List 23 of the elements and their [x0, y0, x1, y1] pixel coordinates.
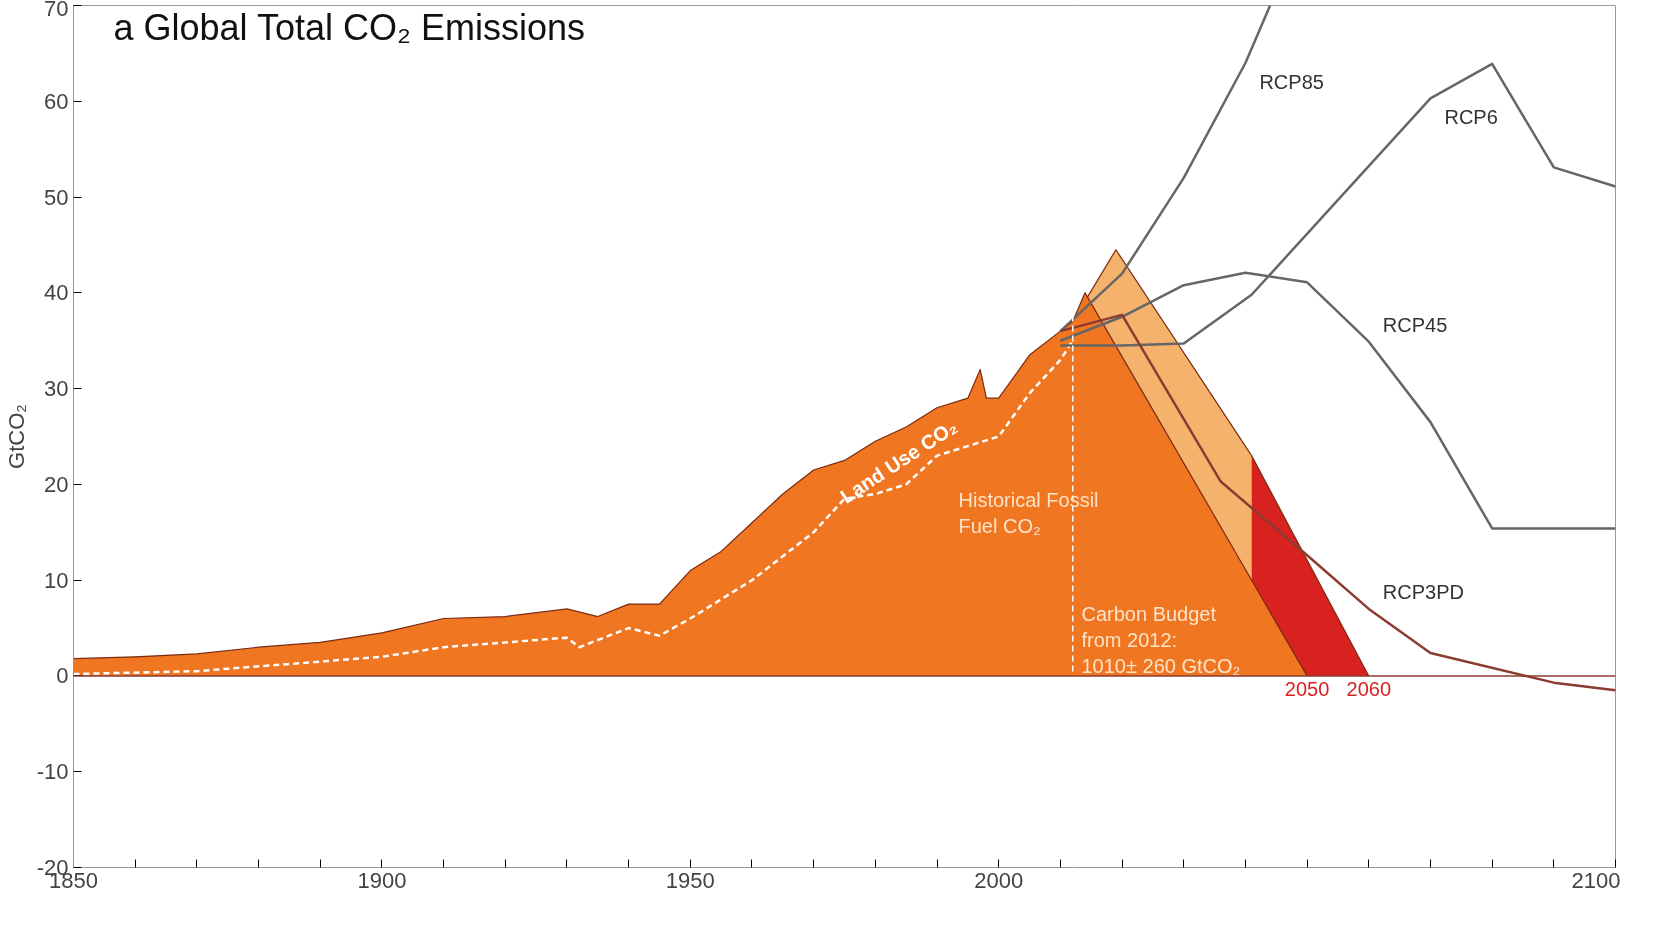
- y-axis-title: GtCO₂: [3, 404, 29, 469]
- x-tick-label: 2000: [974, 867, 1024, 893]
- y-tick-label: 50: [44, 184, 69, 210]
- x-tick-label: 2100: [1571, 867, 1621, 893]
- y-tick-label: 40: [44, 280, 69, 306]
- x-tick-label: 1950: [665, 867, 715, 893]
- annotation: Historical Fossil Fuel CO₂: [958, 489, 1099, 538]
- y-tick-label: 70: [44, 0, 69, 21]
- x-tick-label: 1900: [357, 867, 407, 893]
- annotation: 2060: [1346, 677, 1392, 700]
- y-tick-label: -10: [36, 759, 69, 785]
- series-label: RCP85: [1259, 70, 1324, 93]
- y-tick-label: 20: [44, 471, 69, 497]
- annotation: Carbon Budget from 2012: 1010± 260 GtCO₂: [1081, 602, 1241, 678]
- series-label: RCP45: [1382, 313, 1448, 336]
- chart-title: a Global Total CO₂ Emissions: [113, 6, 585, 48]
- y-tick-label: 0: [56, 663, 69, 689]
- series-label: RCP6: [1444, 106, 1498, 129]
- annotation: 2050: [1284, 677, 1330, 700]
- y-tick-label: 10: [44, 567, 69, 593]
- y-tick-label: 60: [44, 88, 69, 114]
- y-tick-label: 30: [44, 376, 69, 402]
- series-label: RCP3PD: [1382, 580, 1464, 603]
